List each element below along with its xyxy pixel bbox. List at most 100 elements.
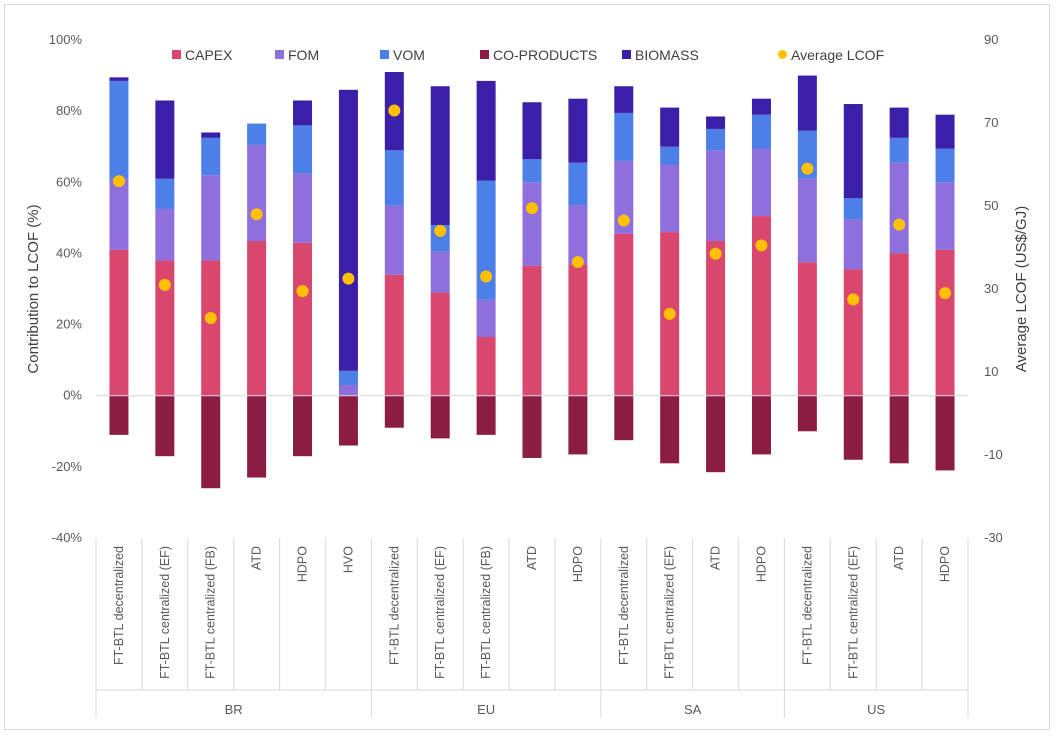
bar-co-products [476,395,496,435]
category-label: HVO [341,546,355,573]
bar-vom [155,178,175,209]
bar-biomass [109,77,129,81]
bar-co-products [338,395,358,446]
category-label: HDPO [296,546,310,582]
y2-axis-title: Average LCOF (US$/GJ) [1013,206,1030,372]
bar-capex [293,242,313,396]
category-label: FT-BTL centralized (EF) [846,546,860,679]
bar-capex [384,274,404,396]
bar-fom [889,162,909,254]
category-label: FT-BTL decentralized [617,546,631,665]
bar-co-products [751,395,771,455]
bar-vom [751,114,771,149]
bar-capex [843,269,863,396]
bar-co-products [935,395,955,471]
bar-capex [247,240,267,396]
bar-capex [522,265,542,396]
bar-vom [201,137,221,176]
bar-capex [797,262,817,396]
bar-vom [889,137,909,163]
y2-tick-label: 90 [984,32,998,47]
average-lcof-marker [755,239,768,252]
group-label: BR [225,702,243,717]
bar-fom [384,205,404,275]
y2-tick-label: 50 [984,198,998,213]
average-lcof-marker [342,272,355,285]
legend-swatch [275,50,284,59]
bar-vom [935,148,955,183]
bar-co-products [614,395,634,441]
bar-capex [751,216,771,396]
bar-capex [889,253,909,396]
bar-co-products [889,395,909,464]
bar-vom [843,198,863,220]
bar-biomass [706,116,726,129]
bar-vom [706,128,726,151]
bar-fom [660,164,680,233]
bar-fom [935,182,955,250]
legend-swatch [778,50,787,59]
y-tick-label: 20% [56,317,82,332]
average-lcof-marker [204,312,217,325]
category-label: FT-BTL decentralized [387,546,401,665]
average-lcof-marker [709,247,722,260]
bar-capex [568,264,588,396]
legend-entry: BIOMASS [635,47,699,63]
y2-tick-label: -30 [984,530,1003,545]
bar-fom [338,385,358,396]
y2-tick-label: 30 [984,281,998,296]
bar-fom [476,299,496,338]
bar-biomass [751,98,771,115]
bar-biomass [476,80,496,181]
bar-vom [476,180,496,300]
bar-fom [568,205,588,265]
y2-tick-label: 10 [984,364,998,379]
bar-fom [201,175,221,261]
group-label: US [867,702,885,717]
bar-co-products [293,395,313,457]
y-tick-label: 0% [63,388,82,403]
bar-vom [247,123,267,145]
average-lcof-marker [939,287,952,300]
bar-co-products [247,395,267,478]
bar-vom [568,162,588,206]
bar-fom [843,219,863,270]
bar-fom [614,160,634,234]
bar-capex [706,240,726,396]
category-label: HDPO [754,546,768,582]
average-lcof-marker [480,270,493,283]
bar-fom [751,148,771,217]
category-label: ATD [892,546,906,570]
bar-vom [109,80,129,179]
bar-biomass [843,104,863,199]
bar-fom [430,251,450,293]
bar-biomass [293,100,313,126]
bar-biomass [935,114,955,149]
bar-co-products [522,395,542,458]
y-tick-label: 60% [56,174,82,189]
legend-swatch [380,50,389,59]
y-tick-label: 80% [56,103,82,118]
bar-co-products [797,395,817,432]
y-tick-label: 40% [56,245,82,260]
average-lcof-marker [663,307,676,320]
average-lcof-marker [434,224,447,237]
bar-co-products [430,395,450,439]
bar-biomass [568,98,588,163]
bar-capex [430,292,450,396]
bar-capex [614,233,634,396]
legend-swatch [480,50,489,59]
bar-vom [660,146,680,165]
average-lcof-marker [571,256,584,269]
bar-biomass [660,107,680,147]
legend-entry: CAPEX [185,47,233,63]
category-label: FT-BTL centralized (FB) [479,546,493,679]
bar-capex [155,260,175,396]
bar-co-products [660,395,680,464]
legend-entry: FOM [288,47,319,63]
bar-fom [706,150,726,241]
average-lcof-marker [112,175,125,188]
bar-vom [614,112,634,161]
bar-co-products [109,395,129,435]
